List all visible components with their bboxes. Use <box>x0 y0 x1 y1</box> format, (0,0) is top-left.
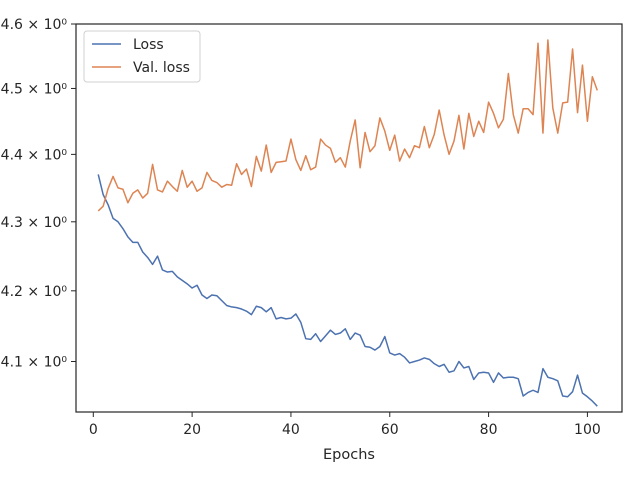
x-tick-label: 100 <box>574 422 601 438</box>
axes-frame <box>75 23 623 413</box>
y-tick-label: 4.3 × 10⁰ <box>1 215 68 231</box>
y-tick-label: 4.1 × 10⁰ <box>1 354 68 370</box>
x-tick-label: 20 <box>183 422 201 438</box>
y-axis-ticks: 4.1 × 10⁰ 4.2 × 10⁰ 4.3 × 10⁰ 4.4 × 10⁰ 4.5 … <box>1 17 76 370</box>
y-tick-label: 4.6 × 10⁰ <box>1 17 68 33</box>
legend-label-loss: Loss <box>133 37 164 53</box>
x-axis-label: Epochs <box>323 447 375 463</box>
legend-label-val-loss: Val. loss <box>133 60 190 76</box>
y-tick-label: 4.2 × 10⁰ <box>1 284 68 300</box>
series-lines <box>97 39 598 407</box>
legend: Loss Val. loss <box>83 30 201 83</box>
x-tick-label: 80 <box>480 422 498 438</box>
x-tick-label: 0 <box>89 422 98 438</box>
y-tick-label: 4.4 × 10⁰ <box>1 147 68 163</box>
series-line-val-loss <box>97 39 598 212</box>
x-axis-ticks: 0 20 40 60 80 100 <box>89 412 601 438</box>
x-tick-label: 60 <box>381 422 399 438</box>
x-tick-label: 40 <box>282 422 300 438</box>
y-tick-label: 4.5 × 10⁰ <box>1 81 68 97</box>
series-line-loss <box>97 174 598 407</box>
